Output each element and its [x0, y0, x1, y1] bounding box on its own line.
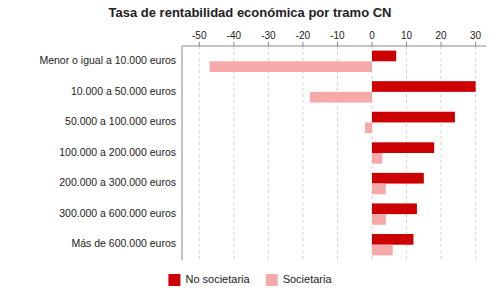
- bar: [372, 81, 476, 92]
- tick-mark: [199, 42, 200, 46]
- title: Tasa de rentabilidad económica por tramo…: [109, 5, 392, 20]
- category-label: 200.000 a 300.000 euros: [59, 176, 176, 188]
- bar: [365, 122, 372, 133]
- legend-swatch: [168, 274, 180, 286]
- legend: No societaria Societaria: [168, 273, 332, 286]
- grid: [199, 46, 475, 260]
- tick-label: -50: [192, 30, 207, 41]
- bar: [210, 61, 372, 72]
- category-label: 300.000 a 600.000 euros: [59, 207, 176, 219]
- tick-label: -10: [330, 30, 345, 41]
- bar: [372, 234, 413, 245]
- tick-label: -30: [261, 30, 276, 41]
- tick-mark: [233, 42, 234, 46]
- tick-mark: [302, 42, 303, 46]
- category-label: Más de 600.000 euros: [72, 237, 177, 249]
- grid-line: [268, 46, 269, 260]
- category-label: 10.000 a 50.000 euros: [71, 85, 176, 97]
- bars: [210, 51, 476, 256]
- tick-label: 0: [369, 30, 375, 41]
- tick-label: -40: [227, 30, 242, 41]
- tick-mark: [475, 42, 476, 46]
- tick-label: 30: [470, 30, 482, 41]
- x-axis-line: [182, 46, 486, 47]
- bar: [372, 214, 386, 225]
- bar: [372, 184, 386, 195]
- bar: [372, 112, 455, 123]
- legend-swatch: [266, 274, 278, 286]
- bar: [372, 153, 382, 164]
- tick-label: 10: [401, 30, 413, 41]
- tick-mark: [441, 42, 442, 46]
- grid-line: [337, 46, 338, 260]
- tick-label: 20: [436, 30, 448, 41]
- x-axis: -50 -40 -30 -20 -10 0 10 20 30: [182, 30, 486, 260]
- bar: [372, 245, 393, 256]
- bar: [372, 142, 434, 153]
- grid-line: [233, 46, 234, 260]
- category-label: 100.000 a 200.000 euros: [59, 146, 176, 158]
- y-axis-line: [182, 46, 183, 260]
- grid-line: [302, 46, 303, 260]
- bar: [372, 173, 424, 184]
- bar: [310, 92, 372, 103]
- legend-label: No societaria: [185, 273, 250, 285]
- grid-line: [441, 46, 442, 260]
- category-label: 50.000 a 100.000 euros: [65, 115, 176, 127]
- grid-line: [475, 46, 476, 260]
- y-axis: Menor o igual a 10.000 euros 10.000 a 50.…: [39, 54, 176, 249]
- tick-mark: [406, 42, 407, 46]
- bar: [372, 51, 396, 62]
- grid-line: [199, 46, 200, 260]
- tick-mark: [268, 42, 269, 46]
- bar: [372, 203, 417, 214]
- chart: Tasa de rentabilidad económica por tramo…: [0, 0, 500, 300]
- category-label: Menor o igual a 10.000 euros: [39, 54, 176, 66]
- tick-mark: [372, 42, 373, 46]
- tick-mark: [337, 42, 338, 46]
- legend-label: Societaria: [283, 273, 333, 285]
- tick-label: -20: [296, 30, 311, 41]
